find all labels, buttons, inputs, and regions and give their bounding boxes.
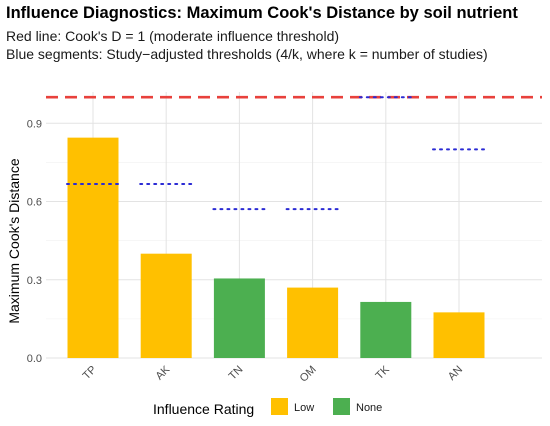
bar-tk [360, 301, 412, 358]
y-tick-label: 0.9 [27, 118, 42, 130]
threshold-segments [66, 96, 486, 211]
y-axis-label: Maximum Cook's Distance [6, 158, 22, 323]
bar-ak [140, 253, 192, 358]
y-tick-label: 0.0 [27, 353, 42, 365]
y-tick-label: 0.6 [27, 197, 42, 209]
x-tick-label-om: OM [298, 364, 319, 385]
x-tick-label-tn: TN [227, 364, 246, 383]
bar-an [433, 312, 485, 358]
bar-tp [67, 137, 119, 358]
bar-om [287, 287, 339, 358]
legend-title: Influence Rating [153, 401, 254, 417]
x-tick-label-tp: TP [81, 364, 99, 382]
x-tick-label-ak: AK [153, 363, 172, 382]
subtitle-line-2: Blue segments: Study−adjusted thresholds… [6, 46, 488, 62]
x-tick-label-an: AN [446, 364, 465, 383]
bar-tn [213, 278, 265, 358]
y-tick-label: 0.3 [27, 275, 42, 287]
x-axis-ticks: TP AK TN OM TK AN [81, 363, 465, 384]
legend-label-none: None [356, 402, 382, 414]
chart-title: Influence Diagnostics: Maximum Cook's Di… [6, 4, 518, 22]
y-axis-ticks: 0.0 0.3 0.6 0.9 [27, 118, 42, 365]
legend-label-low: Low [294, 402, 314, 414]
legend-swatch-none [333, 398, 350, 415]
legend: Influence Rating Low None [153, 398, 382, 417]
x-tick-label-tk: TK [373, 363, 392, 382]
legend-swatch-low [271, 398, 288, 415]
bars [67, 137, 485, 358]
subtitle-line-1: Red line: Cook's D = 1 (moderate influen… [6, 28, 340, 44]
